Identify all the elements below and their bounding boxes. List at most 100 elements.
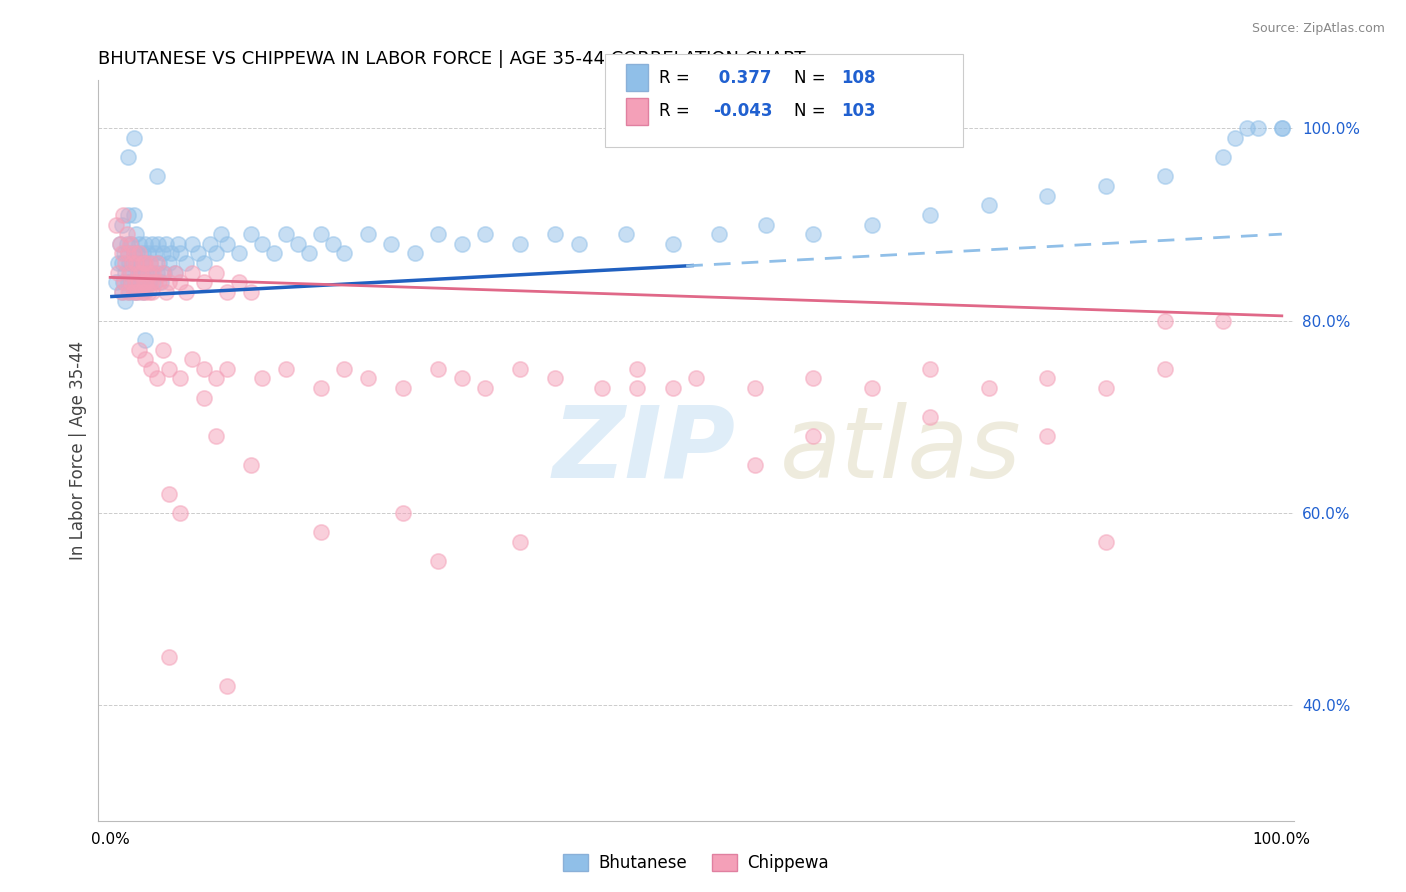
Point <box>509 361 531 376</box>
Point <box>129 256 152 270</box>
Point <box>152 266 174 280</box>
Point <box>108 236 131 251</box>
Point <box>136 246 159 260</box>
Point <box>1212 150 1234 164</box>
Point <box>127 285 149 299</box>
Point <box>132 256 156 270</box>
Point <box>1212 313 1234 327</box>
Point <box>122 131 145 145</box>
Point <box>118 266 141 280</box>
Point <box>127 266 149 280</box>
Text: N =: N = <box>794 69 831 87</box>
Point <box>309 525 332 540</box>
Point <box>544 227 567 241</box>
Legend: Bhutanese, Chippewa: Bhutanese, Chippewa <box>557 847 835 879</box>
Point <box>744 458 766 472</box>
Point <box>136 266 159 280</box>
Point <box>167 236 190 251</box>
Point <box>181 266 204 280</box>
Point <box>427 227 450 241</box>
Point <box>392 506 415 520</box>
Point <box>146 371 169 385</box>
Point <box>450 371 472 385</box>
Point <box>174 256 197 270</box>
Point <box>239 458 262 472</box>
Point <box>112 208 135 222</box>
Point <box>121 256 143 270</box>
Point <box>121 256 143 270</box>
Point <box>127 246 149 260</box>
Point <box>125 256 148 270</box>
Point <box>1153 169 1175 184</box>
Text: 108: 108 <box>841 69 876 87</box>
Point <box>1095 179 1118 194</box>
Point <box>661 236 683 251</box>
Point <box>404 246 426 260</box>
Point <box>1036 429 1059 443</box>
Point <box>122 246 145 260</box>
Point <box>108 236 131 251</box>
Point <box>298 246 321 260</box>
Point <box>193 361 215 376</box>
Point <box>117 285 139 299</box>
Point <box>1153 313 1175 327</box>
Point <box>111 218 134 232</box>
Point <box>274 361 297 376</box>
Point <box>157 650 180 665</box>
Point <box>274 227 297 241</box>
Point <box>135 266 157 280</box>
Point <box>860 381 883 395</box>
Point <box>141 275 163 289</box>
Point <box>141 236 163 251</box>
Point <box>120 275 142 289</box>
Point <box>148 275 170 289</box>
Point <box>1223 131 1246 145</box>
Point <box>217 285 239 299</box>
Point <box>427 554 450 568</box>
Point <box>125 256 148 270</box>
Point <box>204 371 226 385</box>
Point <box>333 246 356 260</box>
Point <box>160 246 183 260</box>
Y-axis label: In Labor Force | Age 35-44: In Labor Force | Age 35-44 <box>69 341 87 560</box>
Point <box>204 429 226 443</box>
Point <box>544 371 567 385</box>
Point <box>509 236 531 251</box>
Point <box>114 256 136 270</box>
Point <box>239 227 262 241</box>
Point <box>193 256 215 270</box>
Point <box>132 275 156 289</box>
Point <box>920 208 942 222</box>
Point <box>134 275 156 289</box>
Point <box>193 275 215 289</box>
Point <box>169 371 191 385</box>
Point <box>181 236 204 251</box>
Point <box>217 361 239 376</box>
Point <box>134 333 156 347</box>
Point <box>309 381 332 395</box>
Text: R =: R = <box>659 69 696 87</box>
Point <box>143 246 166 260</box>
Point <box>357 371 380 385</box>
Point <box>105 275 128 289</box>
Point <box>309 227 332 241</box>
Point <box>169 275 191 289</box>
Text: ZIP: ZIP <box>553 402 735 499</box>
Point <box>157 275 180 289</box>
Point <box>128 275 150 289</box>
Text: 0.377: 0.377 <box>713 69 772 87</box>
Point <box>122 208 145 222</box>
Point <box>120 266 141 280</box>
Point <box>322 236 344 251</box>
Text: -0.043: -0.043 <box>713 103 772 120</box>
Point <box>169 506 191 520</box>
Point <box>128 275 150 289</box>
Text: Source: ZipAtlas.com: Source: ZipAtlas.com <box>1251 22 1385 36</box>
Point <box>128 246 150 260</box>
Point <box>115 236 138 251</box>
Point <box>117 246 139 260</box>
Point <box>709 227 731 241</box>
Point <box>920 361 942 376</box>
Point <box>146 256 169 270</box>
Point <box>217 679 239 693</box>
